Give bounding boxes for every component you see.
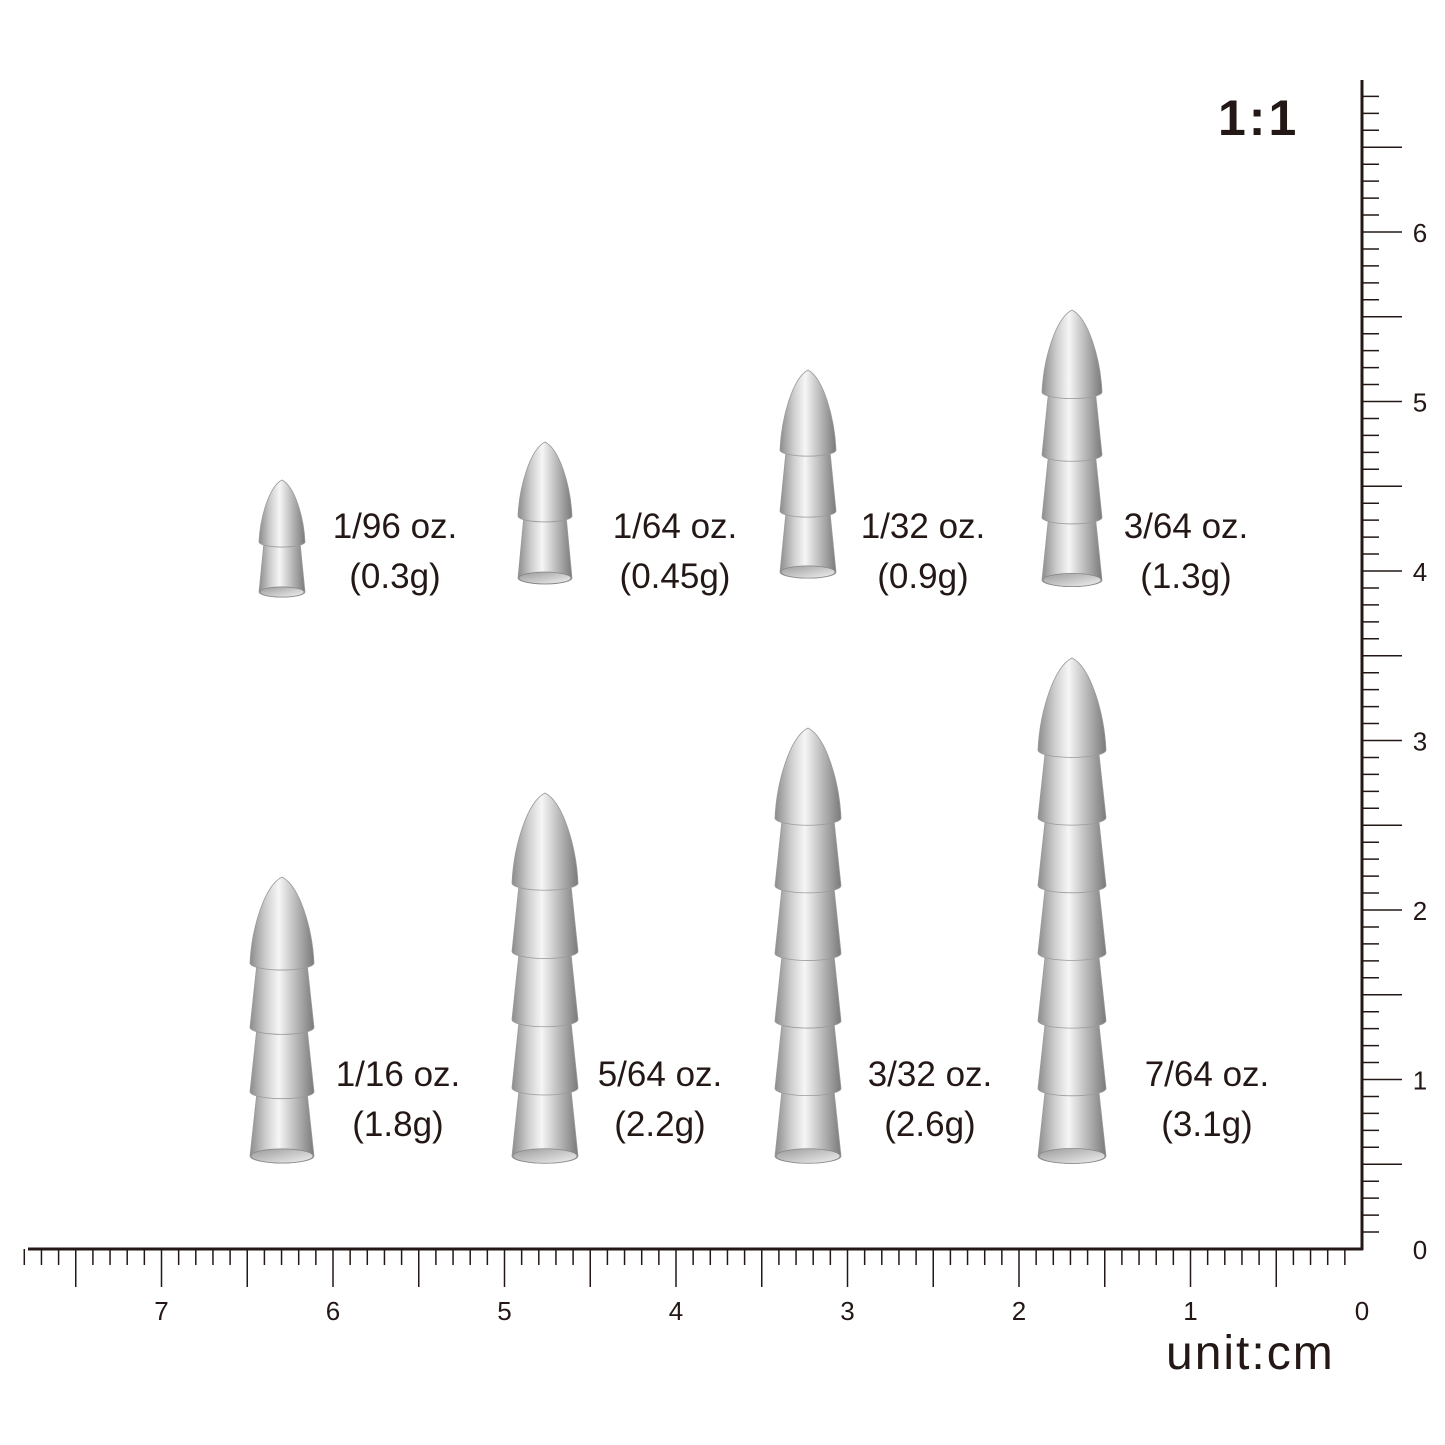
- weight-oz: 3/32 oz.: [867, 1055, 993, 1094]
- scale-label: 1:1: [1218, 90, 1300, 146]
- sinker-segment: [249, 962, 315, 1035]
- sinker-tip: [258, 479, 306, 548]
- weight-oz: 1/32 oz.: [860, 507, 986, 546]
- sinker-segment: [511, 882, 579, 959]
- sinker-segment: [511, 950, 579, 1028]
- sinker-base: [1042, 573, 1102, 588]
- sinker-segment: [249, 1026, 315, 1100]
- x-tick-label: 4: [669, 1296, 683, 1326]
- x-tick-label: 6: [326, 1296, 340, 1326]
- sinker-base: [512, 1148, 578, 1164]
- sinker-tip: [1041, 309, 1103, 399]
- weight-oz: 1/64 oz.: [612, 507, 738, 546]
- sinker: [1041, 309, 1103, 588]
- sinker-base: [775, 1148, 841, 1164]
- weight-grams: (2.2g): [614, 1105, 706, 1144]
- weight-oz: 1/16 oz.: [335, 1055, 461, 1094]
- sinker-label: 1/96 oz. (0.3g): [275, 502, 515, 602]
- sinker-segment: [774, 1020, 842, 1097]
- sinker-base: [1038, 1148, 1106, 1164]
- sinker: [511, 792, 579, 1164]
- y-tick-label: 0: [1413, 1235, 1427, 1265]
- sinker-label: 1/32 oz. (0.9g): [803, 502, 1043, 602]
- ruler: 0 1 2 3 4 5 6 7 0 1 2 3 4 5 6: [23, 80, 1427, 1326]
- x-tick-label: 3: [840, 1296, 854, 1326]
- sinker-label: 3/64 oz. (1.3g): [1066, 502, 1306, 602]
- sinker-segment: [774, 885, 842, 961]
- sinker: [779, 369, 837, 579]
- weight-grams: (0.3g): [349, 557, 441, 596]
- sinker: [774, 727, 842, 1164]
- sinker: [249, 876, 315, 1164]
- weight-oz: 1/96 oz.: [332, 507, 458, 546]
- sinker-tip: [774, 727, 842, 826]
- unit-label: unit:cm: [1166, 1327, 1335, 1380]
- y-tick-label: 4: [1413, 557, 1427, 587]
- sinker-segment: [1037, 1020, 1107, 1097]
- x-tick-label: 7: [154, 1296, 168, 1326]
- sinker-segment: [1037, 749, 1107, 826]
- sinker-base: [250, 1148, 314, 1164]
- y-tick-label: 5: [1413, 388, 1427, 418]
- sinker-tip: [511, 792, 579, 891]
- sinker-tip: [779, 369, 837, 457]
- y-tick-label: 3: [1413, 727, 1427, 757]
- sinker-label: 3/32 oz. (2.6g): [810, 1050, 1050, 1150]
- sinker-segment: [779, 449, 837, 518]
- sinker-tip: [249, 876, 315, 971]
- sinker-label: 5/64 oz. (2.2g): [540, 1050, 780, 1150]
- sinker-label: 1/64 oz. (0.45g): [555, 502, 795, 602]
- sinker: [258, 479, 306, 598]
- weight-grams: (0.45g): [619, 557, 731, 596]
- sinker-segment: [1037, 952, 1107, 1029]
- weight-grams: (3.1g): [1161, 1105, 1253, 1144]
- sinker-label: 1/16 oz. (1.8g): [278, 1050, 518, 1150]
- sinker-base: [780, 565, 836, 579]
- sinker-segment: [1041, 454, 1103, 525]
- x-tick-label: 0: [1355, 1296, 1369, 1326]
- y-tick-label: 6: [1413, 218, 1427, 248]
- x-tick-label: 2: [1012, 1296, 1026, 1326]
- weight-grams: (2.6g): [884, 1105, 976, 1144]
- sinker-tip: [517, 441, 573, 523]
- sinker-tip: [1037, 657, 1107, 758]
- x-tick-label: 5: [497, 1296, 511, 1326]
- weight-oz: 3/64 oz.: [1123, 507, 1249, 546]
- sinker-segment: [1041, 391, 1103, 462]
- weight-grams: (0.9g): [877, 557, 969, 596]
- x-tick-label: 1: [1183, 1296, 1197, 1326]
- sinker-segment: [511, 1019, 579, 1096]
- sinker: [1037, 657, 1107, 1164]
- weight-grams: (1.3g): [1140, 557, 1232, 596]
- sinkers: [249, 309, 1107, 1164]
- sinker: [517, 441, 573, 585]
- weight-grams: (1.8g): [352, 1105, 444, 1144]
- sinker-segment: [1037, 884, 1107, 961]
- sinker-base: [518, 571, 572, 585]
- sinker-segment: [774, 952, 842, 1029]
- y-tick-label: 2: [1413, 896, 1427, 926]
- weight-oz: 5/64 oz.: [597, 1055, 723, 1094]
- sinker-segment: [1037, 817, 1107, 894]
- sinker-label: 7/64 oz. (3.1g): [1087, 1050, 1327, 1150]
- weight-oz: 7/64 oz.: [1144, 1055, 1270, 1094]
- sinker-segment: [774, 817, 842, 894]
- y-tick-label: 1: [1413, 1066, 1427, 1096]
- sinker-base: [259, 586, 305, 598]
